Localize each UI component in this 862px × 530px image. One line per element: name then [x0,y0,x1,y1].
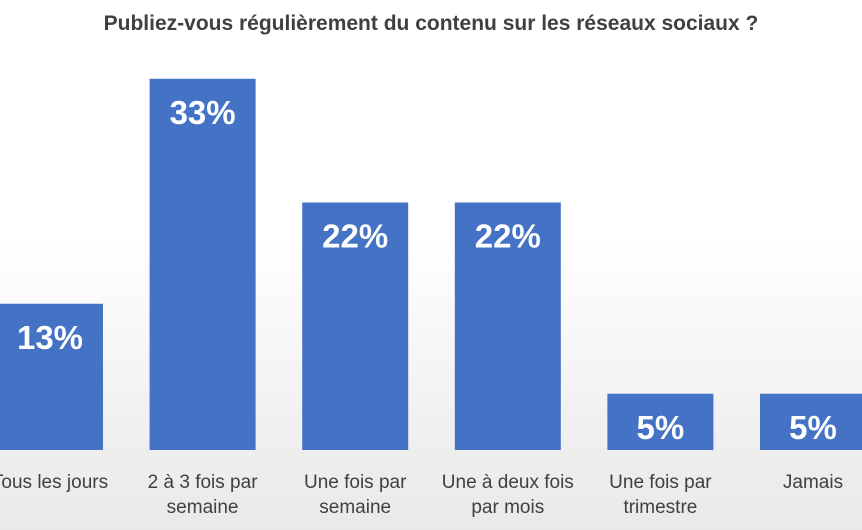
category-label-4-line-2: par mois [471,497,544,518]
bar-value-label-5: 5% [637,409,685,446]
category-label-6-line-1: Jamais [783,472,843,493]
category-label-3-line-2: semaine [319,497,391,518]
bar-2 [149,78,256,450]
bar-value-label-4: 22% [475,218,541,255]
category-label-3-line-1: Une fois par [304,472,407,493]
category-label-5-line-2: trimestre [623,497,697,518]
category-label-2-line-2: semaine [167,497,239,518]
category-label-4-line-1: Une à deux fois [442,472,574,493]
bar-value-label-2: 33% [170,94,236,131]
bar-value-label-6: 5% [789,409,837,446]
bar-3 [302,202,409,450]
bar-value-label-3: 22% [322,218,388,255]
bar-value-label-1: 13% [17,319,83,356]
bar-1 [0,303,103,450]
bar-5 [607,393,714,450]
bar-6 [760,393,862,450]
category-label-1-line-1: Tous les jours [0,472,108,493]
category-label-5-line-1: Une fois par [609,472,712,493]
chart-title: Publiez-vous régulièrement du contenu su… [103,12,759,35]
category-label-2-line-1: 2 à 3 fois par [148,472,259,493]
bar-4 [454,202,561,450]
